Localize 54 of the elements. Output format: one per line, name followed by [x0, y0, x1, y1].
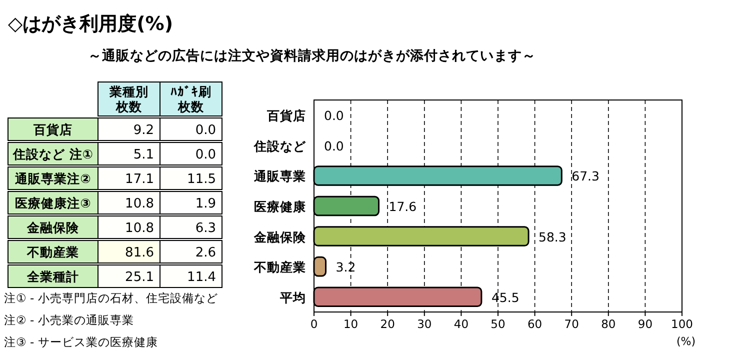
y-tick-label: 全業種計 [26, 269, 79, 284]
data-label: 11.5 [187, 172, 216, 187]
data-label: 10.8 [125, 221, 154, 236]
data-label: 81.6 [125, 246, 154, 260]
y-tick-label: 住設など 注① [12, 146, 93, 162]
data-label: 2.6 [195, 246, 216, 260]
data-label: 17.1 [125, 172, 154, 187]
x-tick-label: 40 [454, 317, 469, 331]
y-tick-label: 不動産業 [253, 260, 306, 275]
x-tick-label: 50 [490, 317, 506, 331]
y-tick-label: 百貨店 [32, 122, 72, 137]
text: 注① - 小売専門店の石材、住宅設備など [4, 291, 218, 305]
x-axis-title: (%) [676, 335, 696, 348]
y-tick-label: 医療健康 [254, 199, 307, 214]
text: 注② - 小売業の通販専業 [4, 313, 134, 327]
x-tick-label: 0 [310, 317, 318, 331]
y-tick-label: 金融保険 [253, 229, 307, 244]
data-label: 17.6 [388, 199, 417, 214]
y-tick-label: 百貨店 [266, 108, 306, 124]
data-label: 0.0 [324, 138, 344, 154]
data-label: 25.1 [125, 270, 154, 285]
x-tick-label: 80 [601, 317, 616, 331]
text: 注③ - サービス業の医療健康 [4, 335, 158, 349]
data-label: 10.8 [125, 196, 154, 212]
data-label: 11.4 [187, 270, 216, 285]
data-label: 0.0 [195, 148, 216, 162]
data-label: 3.2 [336, 260, 356, 275]
y-tick-label: 金融保険 [26, 220, 80, 235]
x-tick-label: ﾊｶﾞｷ刷枚数 [170, 84, 212, 114]
x-tick-label: 業種別枚数 [108, 84, 148, 114]
y-tick-label: 住設など [253, 138, 307, 154]
data-label: 0.0 [195, 123, 216, 138]
data-label: 67.3 [572, 168, 600, 184]
x-tick-label: 20 [380, 317, 395, 331]
data-label: 0.0 [324, 108, 344, 124]
data-label: 58.3 [538, 229, 566, 244]
chart-title: ◇はがき利用度(%) [8, 13, 174, 35]
x-tick-label: 70 [564, 317, 579, 331]
y-tick-label: 医療健康注③ [15, 196, 91, 210]
y-tick-label: 不動産業 [26, 244, 79, 260]
y-tick-label: 通販専業 [253, 168, 306, 184]
x-tick-label: 30 [417, 317, 432, 331]
data-label: 6.3 [195, 221, 216, 236]
data-label: 5.1 [133, 148, 154, 162]
x-tick-label: 10 [343, 317, 358, 331]
data-label: 9.2 [133, 123, 154, 138]
x-tick-label: 60 [527, 317, 542, 331]
text: ～通販などの広告には注文や資料請求用のはがきが添付されています～ [88, 47, 536, 64]
y-tick-label: 平均 [279, 290, 306, 305]
y-tick-label: 通販専業注② [14, 171, 91, 186]
x-tick-label: 100 [671, 317, 693, 331]
x-tick-label: 90 [638, 317, 653, 331]
data-label: 1.9 [195, 196, 216, 212]
data-label: 45.5 [491, 290, 520, 305]
